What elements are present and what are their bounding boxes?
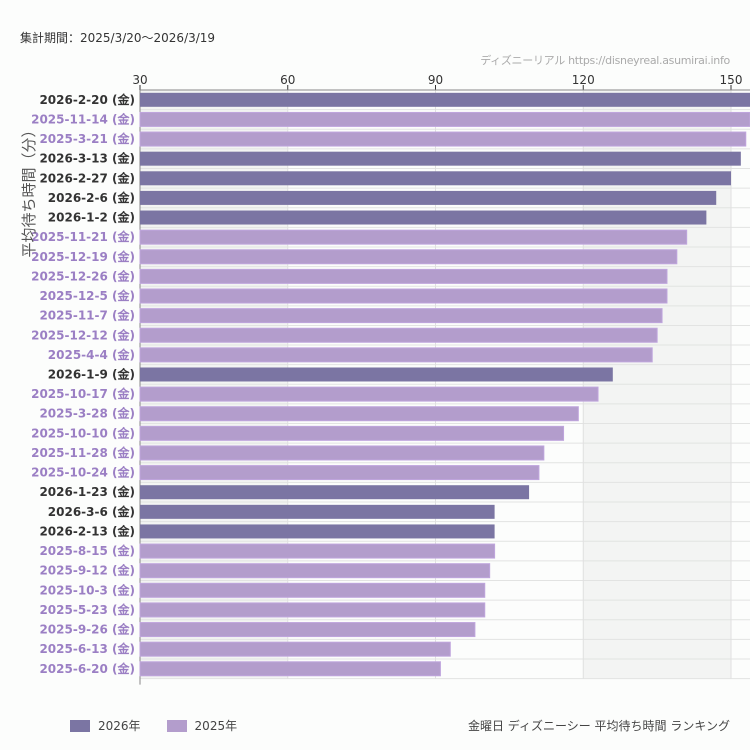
y-tick-label: 2026-2-20 (金) <box>39 92 135 107</box>
bar <box>139 465 540 481</box>
y-tick-label: 2025-3-21 (金) <box>39 131 135 146</box>
bar <box>139 308 663 324</box>
y-tick-label: 2025-9-12 (金) <box>39 563 135 578</box>
y-tick-label: 2026-2-13 (金) <box>39 523 135 538</box>
y-tick-label: 2025-6-20 (金) <box>39 661 135 676</box>
bar <box>139 249 678 265</box>
y-tick-label: 2025-10-17 (金) <box>31 386 135 401</box>
bar <box>139 425 565 441</box>
bar <box>139 131 747 147</box>
legend-swatch-2025 <box>166 719 187 732</box>
legend-label-2025: 2025年 <box>194 719 238 733</box>
x-tick-label: 120 <box>572 73 595 87</box>
y-tick-label: 2025-11-21 (金) <box>31 229 135 244</box>
y-tick-label: 2026-1-23 (金) <box>39 484 135 499</box>
bar <box>139 111 750 127</box>
bar <box>139 602 486 618</box>
legend-swatch-2026 <box>70 719 90 732</box>
y-tick-label: 2025-4-4 (金) <box>48 347 135 362</box>
bar <box>140 367 613 382</box>
bar <box>139 229 688 245</box>
bar <box>140 151 741 166</box>
y-axis-label: 平均待ち時間（分） <box>20 122 38 257</box>
bar <box>139 386 599 402</box>
y-tick-label: 2025-10-24 (金) <box>31 465 135 480</box>
bar <box>139 445 545 461</box>
bar <box>139 347 653 363</box>
y-tick-label: 2026-1-2 (金) <box>48 210 135 225</box>
bar <box>140 504 495 519</box>
bar <box>140 524 495 539</box>
y-tick-label: 2025-6-13 (金) <box>39 641 135 656</box>
y-tick-label: 2025-5-23 (金) <box>39 602 135 617</box>
y-tick-label: 2025-12-12 (金) <box>31 327 135 342</box>
y-tick-label: 2025-10-3 (金) <box>39 582 135 597</box>
y-tick-label: 2025-11-14 (金) <box>31 111 135 126</box>
bar <box>139 543 496 559</box>
y-tick-label: 2025-9-26 (金) <box>39 622 135 637</box>
period-label: 集計期間：2025/3/20〜2026/3/19 <box>20 31 216 45</box>
legend-label-2026: 2026年 <box>98 719 141 733</box>
bar <box>139 563 491 579</box>
y-tick-label: 2025-11-28 (金) <box>31 445 135 460</box>
y-tick-label: 2025-10-10 (金) <box>31 425 135 440</box>
bar <box>140 92 750 107</box>
x-tick-label: 30 <box>132 73 147 87</box>
y-tick-label: 2026-2-27 (金) <box>39 170 135 185</box>
bar <box>139 582 486 598</box>
bar <box>139 327 658 343</box>
x-tick-label: 90 <box>428 73 443 87</box>
y-tick-label: 2025-11-7 (金) <box>39 308 135 323</box>
y-tick-label: 2025-3-28 (金) <box>39 406 135 421</box>
y-tick-label: 2026-3-6 (金) <box>48 504 135 519</box>
bar <box>140 210 707 225</box>
bar <box>140 171 731 186</box>
y-tick-label: 2026-3-13 (金) <box>39 151 135 166</box>
y-tick-label: 2025-8-15 (金) <box>39 543 135 558</box>
y-tick-label: 2025-12-26 (金) <box>31 268 135 283</box>
x-tick-label: 150 <box>720 73 743 87</box>
y-tick-label: 2025-12-5 (金) <box>39 288 135 303</box>
y-tick-label: 2026-2-6 (金) <box>48 190 135 205</box>
legend: 2026年 2025年 <box>70 717 237 734</box>
bar <box>139 406 579 422</box>
y-tick-label: 2026-1-9 (金) <box>48 366 135 381</box>
bar <box>139 622 476 638</box>
chart-caption: 金曜日 ディズニーシー 平均待ち時間 ランキング <box>467 719 730 733</box>
x-tick-label: 60 <box>280 73 295 87</box>
y-tick-label: 2025-12-19 (金) <box>31 249 135 264</box>
bar <box>140 190 717 205</box>
site-credit: ディズニーリアル https://disneyreal.asumirai.inf… <box>480 54 730 67</box>
bar <box>139 661 441 677</box>
bar <box>139 641 451 657</box>
bar <box>139 288 668 304</box>
bar <box>139 268 668 284</box>
bar <box>140 485 530 500</box>
